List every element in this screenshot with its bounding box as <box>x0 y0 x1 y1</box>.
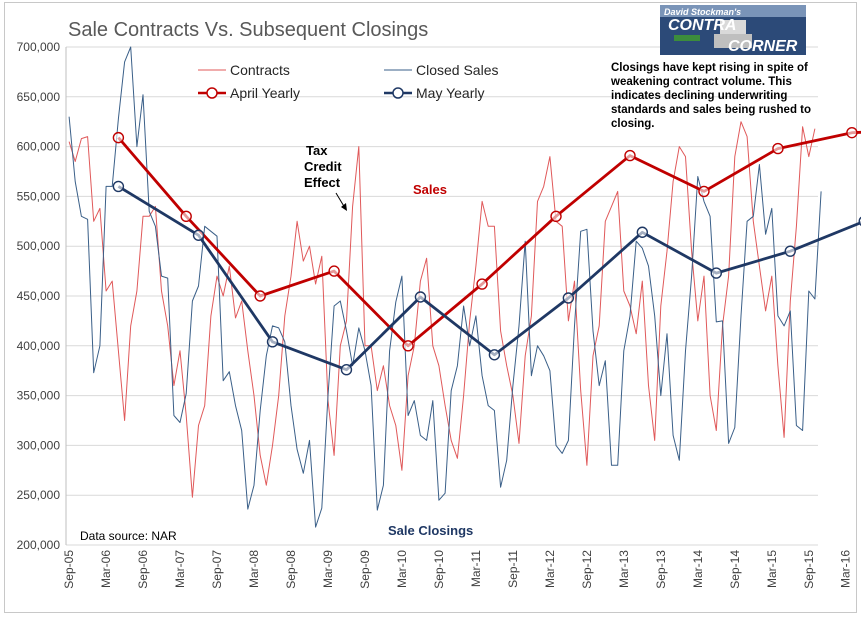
sales-label: Sales <box>413 182 447 197</box>
data-point-april-yearly <box>402 340 414 352</box>
y-tick-label: 600,000 <box>17 140 61 154</box>
x-tick-label: Sep-13 <box>654 550 668 589</box>
y-tick-label: 700,000 <box>17 40 61 54</box>
data-point-may-yearly <box>340 364 353 376</box>
x-tick-label: Mar-09 <box>321 550 335 588</box>
note-line-1: Closings have kept rising in spite of <box>611 62 808 74</box>
x-tick-label: Mar-06 <box>99 550 113 588</box>
x-tick-label: Mar-07 <box>173 550 187 588</box>
data-point-may-yearly <box>112 180 125 193</box>
grid-lines <box>65 46 818 546</box>
tax-credit-line-3: Effect <box>304 175 341 190</box>
x-axis-ticks: Sep-05 Mar-06 Sep-06 Mar-07 Sep-07 Mar-08 Sep-… <box>62 550 853 589</box>
annotation-tax-credit: Tax Credit Effect <box>304 143 347 211</box>
sale-closings-label: Sale Closings <box>388 523 473 538</box>
data-point-may-yearly <box>192 229 205 241</box>
tax-credit-line-1: Tax <box>306 143 328 158</box>
contra-corner-logo: David Stockman's CONTRA CORNER <box>660 5 806 55</box>
x-tick-label: Sep-09 <box>358 550 372 589</box>
data-point-april-yearly <box>328 265 340 277</box>
logo-line-3: CORNER <box>728 38 798 55</box>
x-tick-label: Mar-10 <box>395 550 409 588</box>
data-point-may-yearly <box>636 226 649 238</box>
note-line-3: indicates declining underwriting <box>611 90 787 102</box>
x-tick-label: Mar-13 <box>617 550 631 588</box>
logo-street-sign <box>674 35 700 41</box>
data-point-april-yearly <box>698 185 710 198</box>
tax-credit-line-2: Credit <box>304 159 342 174</box>
series-lines <box>68 46 861 528</box>
legend-marker-april-yearly <box>206 87 218 99</box>
annotation-note: Closings have kept rising in spite of we… <box>610 62 811 130</box>
y-tick-label: 300,000 <box>17 438 61 452</box>
logo-capitol-base <box>714 34 752 48</box>
data-point-april-yearly <box>476 278 488 290</box>
x-tick-label: Sep-11 <box>506 550 520 588</box>
series-line-april-yearly <box>117 130 861 348</box>
note-line-4: standards and sales being rushed to <box>611 104 811 116</box>
y-tick-label: 650,000 <box>17 90 61 104</box>
data-point-april-yearly <box>624 149 636 162</box>
series-line-contracts <box>68 121 816 498</box>
data-point-april-yearly <box>772 142 784 155</box>
x-tick-label: Mar-08 <box>247 550 261 588</box>
data-point-april-yearly <box>846 126 858 139</box>
tax-credit-arrowhead <box>341 203 347 211</box>
x-tick-label: Sep-15 <box>802 550 816 589</box>
series-line-may-yearly <box>117 185 861 372</box>
y-tick-label: 350,000 <box>17 389 61 403</box>
x-tick-label: Sep-05 <box>62 550 76 589</box>
y-tick-label: 550,000 <box>17 189 61 203</box>
data-point-may-yearly <box>266 336 279 348</box>
x-tick-label: Mar-11 <box>469 550 483 587</box>
legend-closed-sales: Closed Sales <box>416 62 499 78</box>
y-axis-ticks: 200,000 250,000 300,000 350,000 400,000 450,0… <box>17 40 61 552</box>
logo-line-2: CONTRA <box>668 17 736 34</box>
data-point-april-yearly <box>254 290 266 302</box>
x-tick-label: Sep-07 <box>210 550 224 589</box>
data-point-may-yearly <box>710 267 722 279</box>
chart-title: Sale Contracts Vs. Subsequent Closings <box>68 19 428 41</box>
x-tick-label: Mar-16 <box>839 550 853 588</box>
x-tick-label: Sep-08 <box>284 550 298 589</box>
data-point-april-yearly <box>180 210 192 223</box>
data-point-may-yearly <box>488 349 501 361</box>
data-point-may-yearly <box>784 245 796 257</box>
x-tick-label: Sep-14 <box>728 550 742 589</box>
legend-may-yearly: May Yearly <box>416 85 484 101</box>
y-tick-label: 500,000 <box>17 239 61 253</box>
y-tick-label: 250,000 <box>17 488 61 502</box>
x-tick-label: Sep-06 <box>136 550 150 589</box>
y-tick-label: 450,000 <box>17 289 61 303</box>
data-point-may-yearly <box>414 291 427 303</box>
legend-april-yearly: April Yearly <box>230 85 300 101</box>
x-tick-label: Mar-15 <box>765 550 779 588</box>
y-tick-label: 400,000 <box>17 339 61 353</box>
x-tick-label: Mar-12 <box>543 550 557 588</box>
note-line-5: closing. <box>611 118 654 130</box>
x-tick-label: Mar-14 <box>691 550 705 588</box>
x-tick-label: Sep-12 <box>580 550 594 589</box>
data-point-april-yearly <box>550 210 562 223</box>
logo-sky <box>660 5 806 17</box>
note-line-2: weakening contract volume. This <box>610 76 792 88</box>
y-tick-label: 200,000 <box>17 538 61 552</box>
series-markers <box>112 126 861 376</box>
legend-contracts: Contracts <box>230 62 290 78</box>
series-line-closed-sales <box>68 46 822 528</box>
data-point-april-yearly <box>112 131 125 144</box>
logo-line-1: David Stockman's <box>664 7 741 17</box>
data-source: Data source: NAR <box>80 529 177 543</box>
legend: Contracts Closed Sales April Yearly May … <box>198 62 499 101</box>
data-point-may-yearly <box>562 292 575 304</box>
x-tick-label: Sep-10 <box>432 550 446 589</box>
legend-marker-may-yearly <box>392 87 404 99</box>
